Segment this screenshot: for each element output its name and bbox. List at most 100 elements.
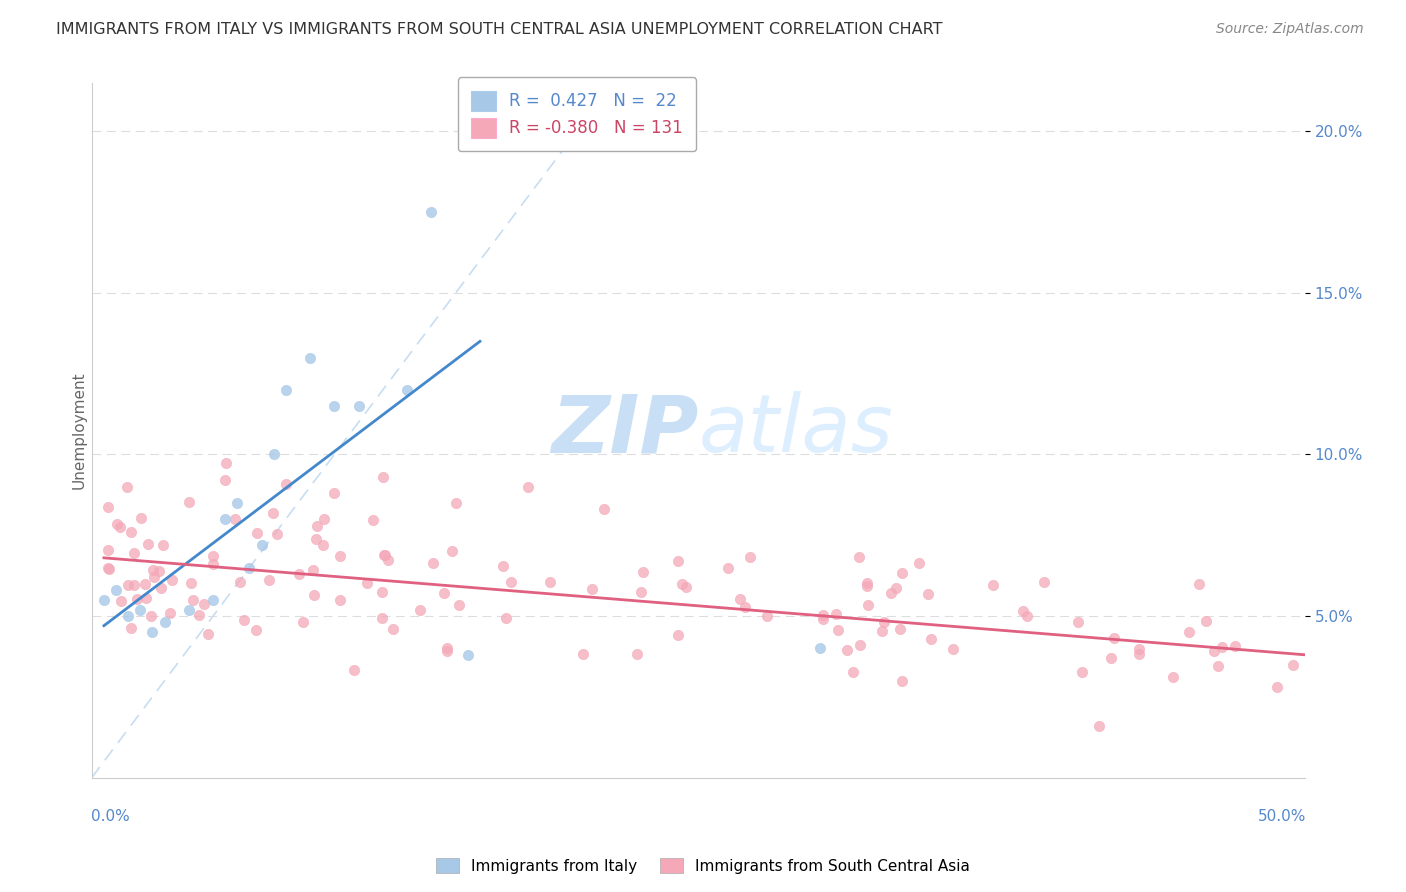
Point: [134, 577, 156, 591]
Point: [143, 570, 166, 584]
Point: [1071, 665, 1094, 679]
Point: [180, 575, 202, 590]
Point: [1281, 658, 1303, 673]
Point: [312, 537, 335, 551]
Point: [305, 519, 328, 533]
Point: [323, 486, 346, 500]
Point: [740, 549, 762, 564]
Point: [728, 592, 751, 607]
Point: [396, 383, 419, 397]
Point: [377, 553, 399, 567]
Point: [626, 647, 648, 661]
Point: [433, 586, 456, 600]
Point: [329, 549, 352, 563]
Point: [1265, 681, 1288, 695]
Point: [880, 586, 903, 600]
Point: [136, 537, 159, 551]
Point: [262, 506, 284, 520]
Point: [105, 583, 128, 598]
Point: [371, 470, 394, 484]
Point: [501, 575, 523, 590]
Point: [1017, 609, 1039, 624]
Text: IMMIGRANTS FROM ITALY VS IMMIGRANTS FROM SOUTH CENTRAL ASIA UNEMPLOYMENT CORRELA: IMMIGRANTS FROM ITALY VS IMMIGRANTS FROM…: [56, 22, 943, 37]
Point: [873, 615, 896, 629]
Point: [226, 496, 249, 510]
Point: [259, 573, 281, 587]
Point: [304, 532, 326, 546]
Point: [517, 480, 540, 494]
Point: [856, 579, 879, 593]
Point: [1128, 642, 1150, 657]
Point: [381, 622, 404, 636]
Point: [181, 593, 204, 607]
Point: [238, 560, 260, 574]
Point: [214, 456, 236, 470]
Point: [631, 566, 654, 580]
Point: [125, 592, 148, 607]
Point: [835, 643, 858, 657]
Point: [108, 519, 131, 533]
Point: [1104, 631, 1126, 645]
Point: [630, 584, 652, 599]
Point: [356, 576, 378, 591]
Point: [671, 576, 693, 591]
Point: [177, 602, 200, 616]
Point: [808, 641, 831, 656]
Point: [160, 573, 183, 587]
Point: [827, 623, 849, 637]
Point: [224, 512, 246, 526]
Point: [129, 602, 152, 616]
Point: [177, 495, 200, 509]
Point: [371, 585, 394, 599]
Point: [361, 513, 384, 527]
Point: [811, 612, 834, 626]
Point: [858, 598, 880, 612]
Point: [266, 527, 288, 541]
Point: [153, 615, 176, 630]
Point: [981, 578, 1004, 592]
Point: [245, 623, 267, 637]
Point: [734, 599, 756, 614]
Point: [302, 588, 325, 602]
Point: [287, 567, 309, 582]
Point: [329, 593, 352, 607]
Point: [120, 621, 142, 635]
Point: [373, 548, 395, 562]
Point: [214, 512, 236, 526]
Point: [141, 608, 163, 623]
Point: [420, 205, 443, 219]
Point: [495, 610, 517, 624]
Point: [274, 383, 297, 397]
Point: [920, 632, 942, 646]
Point: [825, 607, 848, 621]
Point: [870, 624, 893, 639]
Point: [436, 641, 458, 656]
Point: [374, 548, 396, 562]
Point: [593, 502, 616, 516]
Point: [97, 500, 120, 514]
Point: [409, 603, 432, 617]
Point: [188, 607, 211, 622]
Point: [302, 563, 325, 577]
Point: [202, 592, 225, 607]
Point: [1012, 604, 1035, 618]
Point: [917, 586, 939, 600]
Point: [581, 582, 603, 597]
Point: [1211, 640, 1233, 655]
Point: [1195, 614, 1218, 628]
Point: [142, 563, 165, 577]
Point: [1188, 576, 1211, 591]
Point: [1202, 644, 1225, 658]
Point: [457, 648, 479, 662]
Legend: Immigrants from Italy, Immigrants from South Central Asia: Immigrants from Italy, Immigrants from S…: [430, 852, 976, 880]
Point: [246, 526, 269, 541]
Point: [97, 562, 120, 576]
Point: [117, 577, 139, 591]
Point: [890, 566, 912, 581]
Point: [97, 542, 120, 557]
Point: [120, 524, 142, 539]
Point: [1206, 659, 1229, 673]
Text: Source: ZipAtlas.com: Source: ZipAtlas.com: [1216, 22, 1364, 37]
Point: [444, 496, 467, 510]
Point: [572, 647, 595, 661]
